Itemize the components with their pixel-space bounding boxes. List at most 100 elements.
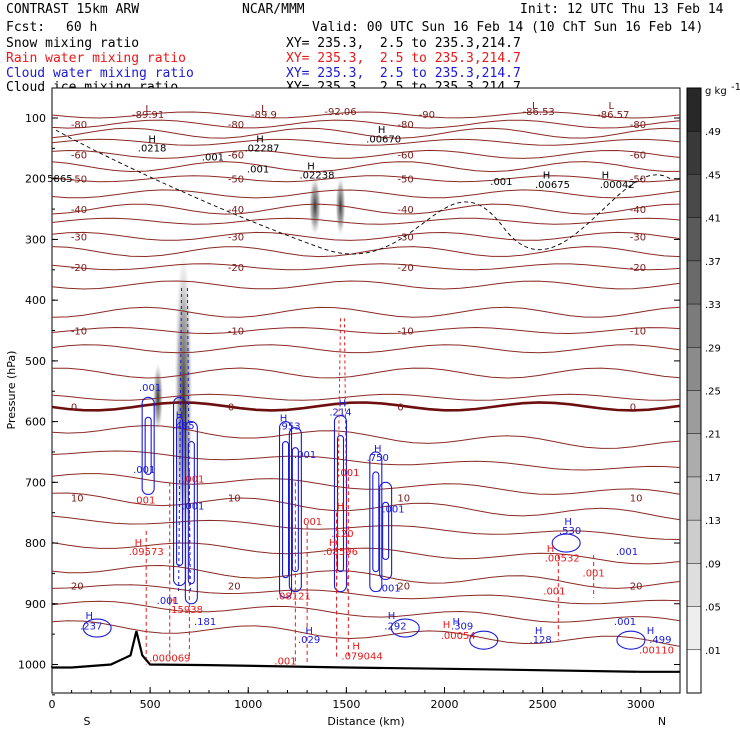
cloud-water-group <box>82 396 646 650</box>
cloud-water-blob <box>616 630 646 650</box>
isotherm-line <box>51 175 681 183</box>
colorbar-swatch <box>687 174 701 218</box>
colorbar-label: .45 <box>705 170 721 181</box>
cloud-water-column <box>333 414 348 593</box>
y-tick-label: 100 <box>25 112 46 125</box>
isotherm-label: 0 <box>71 402 77 413</box>
isotherm-line <box>51 189 681 199</box>
field-value-label: L <box>532 101 538 112</box>
colorbar-label: .41 <box>705 214 721 225</box>
isotherm-label: 20 <box>397 582 410 593</box>
field-value-label: H <box>256 134 264 145</box>
field-value-label: .001 <box>382 505 404 516</box>
isotherm-label: -30 <box>228 232 244 243</box>
colorbar-swatch <box>687 390 701 434</box>
ice-outline <box>55 129 671 255</box>
field-value-label: .214 <box>329 408 351 419</box>
field-value-label: .292 <box>384 621 406 632</box>
cloud-water-column <box>379 481 393 581</box>
x-axis-title: Distance (km) <box>327 715 404 728</box>
isotherm-label: 20 <box>71 582 84 593</box>
isotherm-line <box>51 600 681 623</box>
field-value-label: .029 <box>298 635 320 646</box>
field-value-label: H <box>564 517 572 528</box>
field-value-label: .953 <box>278 421 300 432</box>
isotherm-label: 10 <box>71 494 84 505</box>
colorbar-swatch <box>687 649 701 693</box>
shade-core-1340km-a <box>308 176 321 237</box>
colorbar-label: .13 <box>705 516 721 527</box>
field-value-label: .079044 <box>341 652 382 663</box>
field-value-label: .485 <box>172 421 194 432</box>
field-value-label: -90 <box>419 110 435 121</box>
cloud-water-blob <box>82 618 112 638</box>
y-tick-label: 400 <box>25 294 46 307</box>
field-value-label: H <box>543 171 551 182</box>
colorbar-unit: g kg <box>705 86 727 97</box>
field-name-snow: Snow mixing ratio <box>6 36 140 51</box>
cloud-water-blob <box>551 533 581 553</box>
isotherm-label: -10 <box>228 327 244 338</box>
isotherm-label: -40 <box>228 205 244 216</box>
cloud-water-column <box>288 427 302 593</box>
x-tick-label: 500 <box>140 698 161 711</box>
org-label: NCAR/MMM <box>242 2 305 17</box>
field-value-label: .001 <box>157 596 179 607</box>
isotherm-label: 20 <box>630 582 643 593</box>
terrain-line <box>50 630 680 673</box>
colorbar-label: .29 <box>705 343 721 354</box>
isotherm-label: -10 <box>397 327 413 338</box>
colorbar-label: .09 <box>705 559 721 570</box>
isotherm-label: -50 <box>397 175 413 186</box>
colorbar-label: .37 <box>705 257 721 268</box>
field-value-label: H <box>388 611 396 622</box>
field-value-label: .001 <box>274 656 296 667</box>
colorbar-swatch <box>687 433 701 477</box>
x-tick-label: 3000 <box>627 698 655 711</box>
field-value-label: .0218 <box>138 143 167 154</box>
field-xy-snow: XY= 235.3, 2.5 to 235.3,214.7 <box>286 36 521 51</box>
shade-core-540km <box>152 362 163 433</box>
cloud-water-blob <box>469 630 499 650</box>
cloud-water-core <box>372 471 380 573</box>
field-value-label: H <box>602 171 610 182</box>
isotherm-line <box>51 401 681 412</box>
isotherm-line <box>52 367 681 379</box>
isotherm-label: -10 <box>71 327 87 338</box>
cloud-water-column <box>278 421 293 599</box>
isotherm-line <box>51 203 681 215</box>
isotherm-label: -30 <box>630 232 646 243</box>
field-value-label: -89.9 <box>251 110 277 121</box>
field-value-label: H <box>647 626 655 637</box>
isotherm-line <box>51 161 680 173</box>
colorbar-label: .33 <box>705 300 721 311</box>
field-value-label: H <box>547 544 555 555</box>
y-tick-label: 500 <box>25 355 46 368</box>
field-value-label: H <box>339 398 347 409</box>
isotherm-label: -20 <box>397 263 413 274</box>
field-name-rain: Rain water mixing ratio <box>6 51 187 66</box>
isotherm-line <box>51 280 681 290</box>
model-title: CONTRAST 15km ARW <box>6 2 140 17</box>
field-value-label: H <box>148 134 156 145</box>
cloud-water-core <box>336 434 345 573</box>
cloud-water-column <box>369 451 383 593</box>
y-axis-title: Pressure (hPa) <box>5 351 18 430</box>
y-tick-label: 300 <box>25 233 46 246</box>
field-value-label: .08121 <box>276 592 311 603</box>
field-value-label: H <box>86 611 94 622</box>
isotherm-line <box>51 344 681 354</box>
field-value-label: .001 <box>247 165 269 176</box>
cloud-water-core <box>281 441 290 579</box>
isotherm-line <box>51 584 681 605</box>
isotherm-line <box>51 127 681 139</box>
field-value-label: L <box>609 101 615 112</box>
field-value-label: H <box>378 125 386 136</box>
field-value-label: .237 <box>80 621 102 632</box>
isotherm-line <box>51 119 681 129</box>
colorbar-unit-exponent: -1 <box>731 82 740 93</box>
field-value-label: .001 <box>294 450 316 461</box>
isotherm-line <box>51 424 681 449</box>
isotherm-label: 10 <box>228 494 241 505</box>
field-value-label: -86.53 <box>523 107 555 118</box>
